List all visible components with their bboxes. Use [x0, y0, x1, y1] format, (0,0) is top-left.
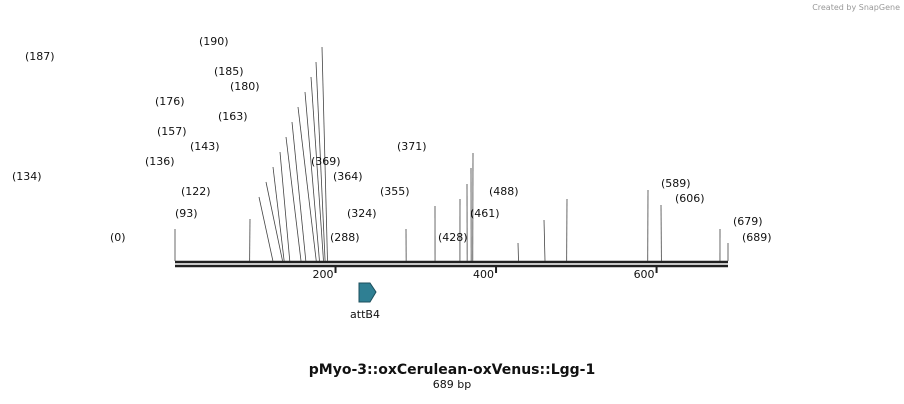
cut-line: [298, 107, 316, 261]
cut-line: [305, 92, 319, 261]
feature-arrow: [359, 283, 376, 302]
feature-label: attB4: [350, 308, 380, 321]
site-label: (364): [333, 170, 363, 183]
site-position: (689): [742, 231, 772, 244]
site-position: (364): [333, 170, 363, 183]
site-label: (488): [489, 185, 519, 198]
site-position: (185): [214, 65, 244, 78]
site-position: (371): [397, 140, 427, 153]
site-label: (371): [397, 140, 427, 153]
site-position: (180): [230, 80, 260, 93]
site-position: (324): [347, 207, 377, 220]
site-label: (122): [181, 185, 211, 198]
site-position: (679): [733, 215, 763, 228]
site-label: (355): [380, 185, 410, 198]
site-position: (134): [12, 170, 42, 183]
cut-line: [292, 122, 306, 261]
site-label: (185): [214, 65, 244, 78]
site-position: (288): [330, 231, 360, 244]
site-label: (163): [218, 110, 248, 123]
cut-line: [280, 152, 290, 261]
site-label: (187): [25, 50, 55, 63]
site-position: (136): [145, 155, 175, 168]
tick-label: 600: [634, 268, 655, 281]
site-position: (157): [157, 125, 187, 138]
site-position: (589): [661, 177, 691, 190]
site-label: (679): [733, 215, 763, 228]
site-label: (93): [175, 207, 198, 220]
tick-label: 400: [473, 268, 494, 281]
site-position: (428): [438, 231, 468, 244]
subtitle: 689 bp: [433, 378, 471, 391]
site-position: (93): [175, 207, 198, 220]
site-position: (187): [25, 50, 55, 63]
site-position: (488): [489, 185, 519, 198]
site-label: (589): [661, 177, 691, 190]
tick-label: 200: [313, 268, 334, 281]
site-position: (369): [311, 155, 341, 168]
site-position: (0): [110, 231, 126, 244]
site-label: (606): [675, 192, 705, 205]
site-position: (122): [181, 185, 211, 198]
site-label: (689): [742, 231, 772, 244]
site-position: (461): [470, 207, 500, 220]
site-position: (143): [190, 140, 220, 153]
site-position: (190): [199, 35, 229, 48]
site-label: (428): [438, 231, 468, 244]
cut-line: [518, 243, 519, 261]
site-label: (136): [145, 155, 175, 168]
cut-line: [322, 47, 327, 261]
site-label: (324): [347, 207, 377, 220]
site-label: (134): [12, 170, 42, 183]
cut-line: [544, 220, 545, 261]
site-position: (355): [380, 185, 410, 198]
site-position: (176): [155, 95, 185, 108]
site-label: (190): [199, 35, 229, 48]
site-label: (0): [110, 231, 126, 244]
site-label: (369): [311, 155, 341, 168]
credit: Created by SnapGene: [812, 3, 900, 12]
site-label: (157): [157, 125, 187, 138]
site-label: (143): [190, 140, 220, 153]
site-label: (288): [330, 231, 360, 244]
site-label: (461): [470, 207, 500, 220]
site-position: (163): [218, 110, 248, 123]
site-label: (180): [230, 80, 260, 93]
cut-line: [266, 182, 283, 261]
site-position: (606): [675, 192, 705, 205]
site-label: (176): [155, 95, 185, 108]
title: pMyo-3::oxCerulean-oxVenus::Lgg-1: [309, 362, 595, 378]
